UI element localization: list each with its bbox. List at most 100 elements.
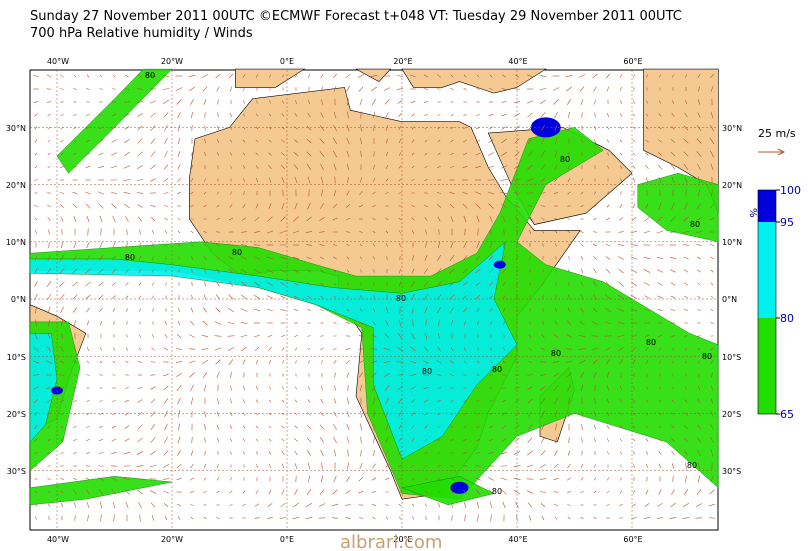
wind-arrow: [306, 138, 312, 144]
wind-arrow: [503, 321, 505, 325]
wind-arrow: [542, 243, 544, 247]
wind-arrow: [671, 399, 675, 403]
wind-arrow: [85, 281, 91, 287]
wind-arrow: [645, 399, 649, 403]
wind-arrow: [397, 333, 403, 339]
wind-arrow: [99, 114, 103, 116]
wind-arrow: [35, 516, 37, 520]
contour-label: 80: [702, 352, 712, 361]
wind-arrow: [228, 243, 234, 247]
wind-arrow: [659, 386, 661, 390]
watermark: albrari.com: [340, 532, 442, 551]
wind-arrow: [619, 503, 623, 507]
wind-arrow: [656, 256, 664, 260]
wind-arrow: [399, 268, 401, 274]
wind-arrow: [164, 217, 168, 221]
wind-arrow: [540, 164, 546, 170]
wind-arrow: [698, 176, 700, 184]
wind-arrow: [294, 176, 298, 184]
wind-arrow: [513, 192, 521, 194]
wind-arrow: [591, 335, 599, 337]
wind-arrow: [463, 320, 467, 326]
wind-arrow: [450, 139, 454, 143]
lat-label: 20°S: [722, 410, 741, 419]
wind-arrow: [295, 74, 297, 78]
wind-arrow: [385, 410, 389, 418]
wind-arrow: [670, 269, 676, 273]
wind-arrow: [645, 425, 649, 429]
wind-arrow: [138, 501, 142, 509]
wind-arrow: [306, 216, 312, 222]
wind-arrow: [306, 125, 312, 131]
wind-arrow: [658, 425, 662, 429]
wind-arrow: [682, 244, 690, 246]
wind-arrow: [410, 398, 416, 404]
wind-arrow: [345, 490, 351, 494]
wind-arrow: [566, 86, 572, 92]
wind-arrow: [189, 477, 195, 481]
wind-arrow: [136, 465, 144, 467]
wind-arrow: [487, 477, 495, 481]
wind-arrow: [346, 86, 350, 92]
wind-arrow: [241, 256, 247, 260]
wind-arrow: [682, 517, 690, 519]
wind-arrow: [268, 412, 272, 416]
wind-arrow: [464, 502, 466, 508]
wind-arrow: [85, 294, 91, 300]
wind-arrow: [709, 489, 715, 495]
wind-arrow: [605, 256, 611, 260]
wind-arrow: [384, 385, 390, 391]
wind-arrow: [152, 269, 154, 273]
wind-arrow: [411, 425, 415, 429]
wind-arrow: [513, 477, 521, 481]
wind-arrow: [555, 137, 557, 145]
wind-arrow: [124, 438, 130, 442]
wind-arrow: [334, 372, 336, 378]
lon-label: 20°W: [161, 535, 183, 544]
wind-arrow: [333, 398, 337, 404]
wind-arrow: [163, 347, 169, 351]
wind-arrow: [684, 450, 688, 456]
wind-arrow: [463, 360, 467, 364]
wind-arrow: [98, 255, 104, 261]
wind-arrow: [658, 347, 662, 351]
wind-arrow: [411, 332, 415, 340]
wind-arrow: [580, 307, 584, 313]
wind-arrow: [541, 124, 545, 132]
wind-arrow: [424, 255, 428, 261]
wind-arrow: [645, 438, 649, 442]
wind-arrow: [255, 74, 259, 78]
wind-arrow: [554, 516, 558, 520]
wind-arrow: [228, 359, 234, 365]
wind-arrow: [125, 242, 129, 248]
wind-arrow: [202, 371, 208, 379]
wind-arrow: [242, 139, 246, 143]
wind-arrow: [619, 139, 623, 143]
wind-arrow: [359, 177, 363, 183]
wind-arrow: [59, 374, 65, 376]
wind-arrow: [359, 321, 363, 325]
wind-arrow: [593, 281, 597, 287]
wind-arrow: [398, 424, 402, 430]
wind-arrow: [463, 489, 467, 495]
wind-arrow: [86, 320, 90, 326]
wind-arrow: [203, 384, 207, 392]
wind-arrow: [149, 100, 157, 104]
wind-arrow: [72, 281, 78, 287]
wind-arrow: [150, 502, 156, 508]
wind-arrow: [46, 88, 52, 90]
wind-arrow: [255, 113, 259, 117]
wind-arrow: [657, 216, 663, 222]
wind-arrow: [475, 268, 481, 274]
wind-arrow: [527, 424, 533, 430]
wind-arrow: [633, 177, 635, 183]
wind-arrow: [164, 151, 168, 157]
wind-arrow: [658, 164, 662, 170]
wind-arrow: [513, 451, 521, 455]
wind-arrow: [643, 295, 651, 299]
wind-arrow: [111, 114, 117, 116]
wind-arrow: [139, 242, 141, 248]
wind-arrow: [385, 397, 389, 405]
wind-arrow: [450, 88, 454, 90]
wind-arrow: [48, 319, 50, 327]
